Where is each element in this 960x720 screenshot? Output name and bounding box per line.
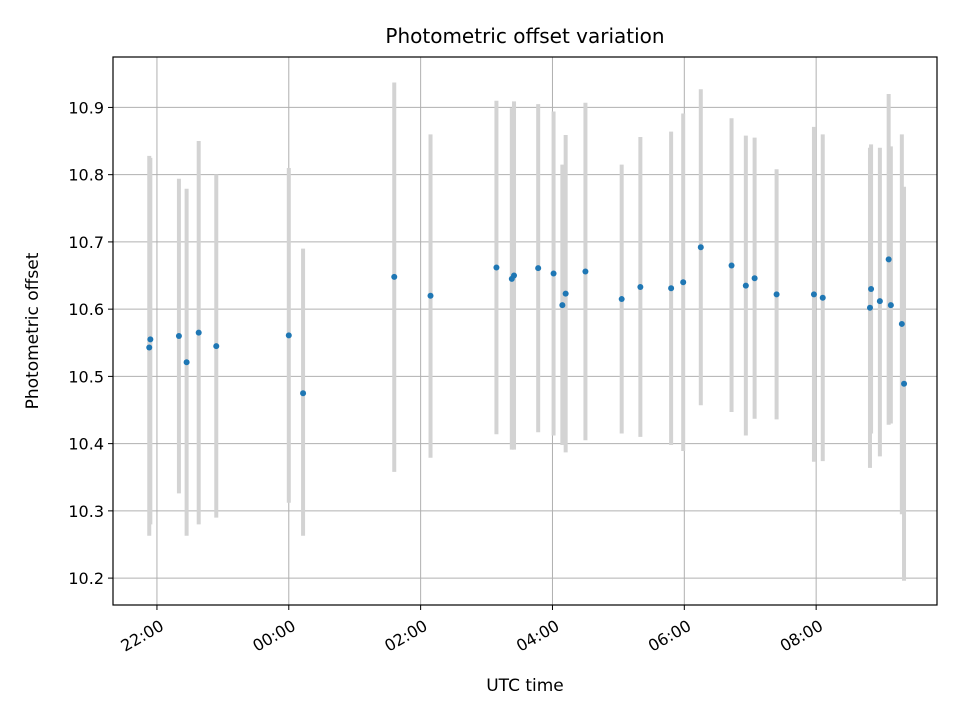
data-point [618, 296, 625, 303]
x-axis-label: UTC time [486, 676, 564, 696]
data-point [887, 302, 894, 309]
y-tick-label: 10.4 [68, 435, 104, 454]
data-point [535, 265, 542, 272]
data-point [427, 292, 434, 299]
data-point [885, 256, 892, 263]
data-points [146, 244, 908, 397]
data-point [511, 272, 518, 279]
data-point [559, 302, 566, 309]
y-axis-ticks: 10.2 10.3 10.4 10.5 10.6 10.7 10.8 10.9 [68, 98, 113, 588]
y-tick-label: 10.8 [68, 166, 104, 185]
data-point [195, 329, 202, 336]
plot-frame [112, 56, 938, 606]
data-point [493, 264, 500, 271]
data-point [391, 273, 398, 280]
data-point [819, 294, 826, 301]
y-tick-label: 10.3 [68, 502, 104, 521]
y-tick-label: 10.9 [68, 98, 104, 117]
y-tick-label: 10.7 [68, 233, 104, 252]
data-point [147, 336, 154, 343]
y-tick-label: 10.5 [68, 367, 104, 386]
data-point [868, 285, 875, 292]
data-point [637, 283, 644, 290]
data-point [728, 262, 735, 269]
data-point [668, 285, 675, 292]
data-point [742, 282, 749, 289]
data-point [876, 298, 883, 305]
data-point [183, 359, 190, 366]
data-point [898, 320, 905, 327]
data-point [751, 275, 758, 282]
data-point [773, 291, 780, 298]
data-point [213, 343, 220, 350]
data-point [550, 270, 557, 277]
data-point [562, 290, 569, 297]
data-point [300, 390, 307, 397]
data-point [901, 380, 908, 387]
data-point [285, 332, 292, 339]
y-tick-label: 10.6 [68, 300, 104, 319]
y-tick-label: 10.2 [68, 569, 104, 588]
data-point [582, 268, 589, 275]
data-point [175, 333, 182, 340]
data-point [810, 291, 817, 298]
data-point [680, 279, 687, 286]
y-axis-label: Photometric offset [23, 252, 43, 409]
chart-title: Photometric offset variation [385, 24, 664, 48]
data-point [697, 244, 704, 251]
data-point [866, 304, 873, 311]
data-point [146, 344, 153, 351]
